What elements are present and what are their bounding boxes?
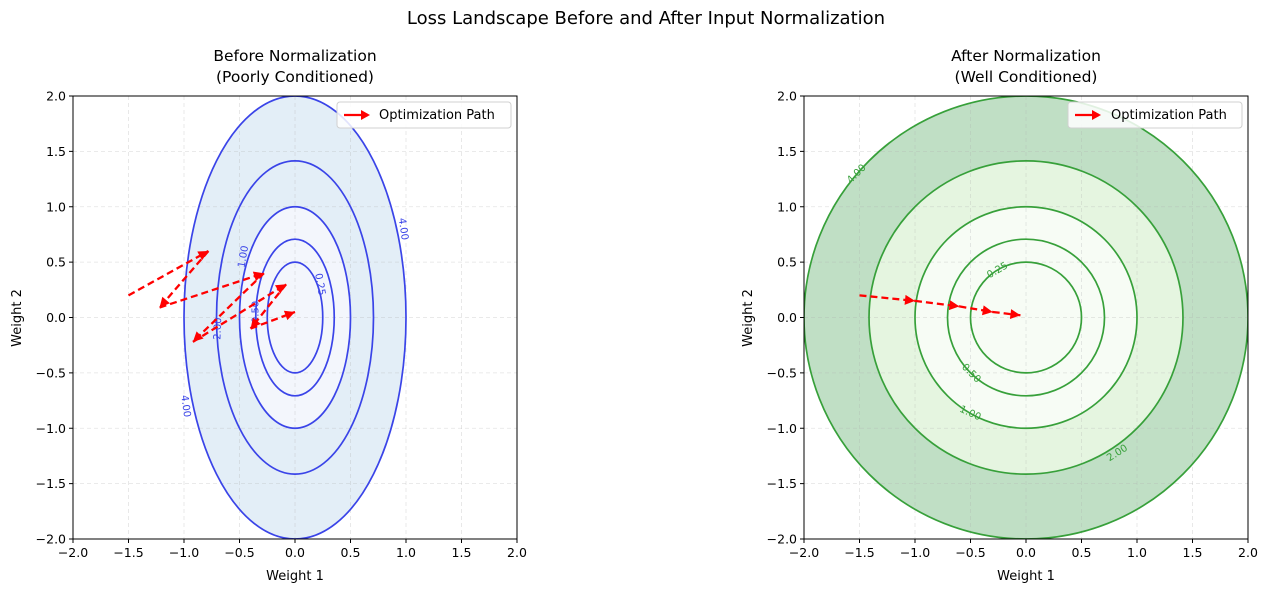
panel-before-legend: Optimization Path	[336, 101, 512, 129]
path-arrowhead	[252, 271, 264, 282]
plot-area: 0.250.501.002.004.00	[804, 96, 1248, 539]
x-tick-label: 1.0	[1127, 545, 1147, 560]
y-tick-label: 1.0	[46, 199, 66, 214]
contour-label-text: 4.00	[396, 217, 410, 241]
y-tick-label: 0.0	[777, 310, 797, 325]
contour-line	[946, 238, 1106, 397]
panel-after-title-line2: (Well Conditioned)	[955, 68, 1098, 86]
x-tick-label: −0.5	[224, 545, 254, 560]
contour-label-text: 2.00	[212, 317, 224, 340]
x-tick-label: −1.5	[113, 545, 143, 560]
x-tick-label: 1.0	[396, 545, 416, 560]
contour-line	[183, 96, 407, 539]
contour-label-text: 1.00	[236, 245, 251, 269]
panel-before: 0.25 0.50 1.00 2.00 4.00 4.00 Before Normaliz…	[10, 47, 527, 584]
panel-before-xlabel: Weight 1	[266, 569, 324, 584]
x-tick-label: 1.5	[1183, 545, 1203, 560]
x-tick-label: 2.0	[507, 545, 527, 560]
contour-label: 1.00	[236, 245, 251, 269]
contour-label: 0.50	[251, 301, 262, 323]
y-tick-label: 2.0	[46, 89, 66, 104]
x-tick-label: −1.0	[900, 545, 930, 560]
panel-after-ylabel: Weight 2	[741, 289, 756, 347]
contour-line	[868, 160, 1184, 475]
panel-after-legend: Optimization Path	[1067, 101, 1243, 129]
x-tick-label: 0.5	[1072, 545, 1092, 560]
y-tick-label: 2.0	[777, 89, 797, 104]
legend-arrow-marker	[1092, 110, 1101, 120]
path-arrowhead	[1009, 309, 1021, 320]
y-tick-label: −2.0	[767, 532, 797, 547]
panel-after-title-line1: After Normalization	[951, 47, 1101, 65]
x-tick-label: 2.0	[1238, 545, 1258, 560]
x-tick-label: −2.0	[58, 545, 88, 560]
y-tick-label: 1.0	[777, 199, 797, 214]
contour-label-text: 4.00	[178, 394, 192, 418]
x-tick-label: −1.0	[169, 545, 199, 560]
legend-label: Optimization Path	[1111, 108, 1227, 123]
y-tick-label: −0.5	[36, 365, 66, 380]
y-tick-label: −1.5	[36, 476, 66, 491]
figure-suptitle: Loss Landscape Before and After Input No…	[407, 8, 885, 29]
path-arrowhead	[904, 294, 915, 305]
panel-before-title-line1: Before Normalization	[213, 47, 376, 65]
path-arrowhead	[283, 310, 295, 321]
y-tick-label: 0.5	[777, 255, 797, 270]
y-tick-label: −2.0	[36, 532, 66, 547]
path-segment	[192, 283, 287, 343]
panel-after-xlabel: Weight 1	[997, 569, 1055, 584]
contour-line	[914, 205, 1138, 430]
path-arrowhead	[159, 296, 170, 308]
x-tick-label: 0.5	[341, 545, 361, 560]
legend-label: Optimization Path	[379, 108, 495, 123]
contour-label-text: 0.25	[312, 273, 327, 297]
x-tick-label: 1.5	[452, 545, 472, 560]
y-tick-label: −1.0	[36, 421, 66, 436]
panel-before-ylabel: Weight 2	[10, 289, 25, 347]
path-segment	[192, 272, 265, 343]
optimization-path	[859, 294, 1021, 320]
y-tick-label: 1.5	[46, 144, 66, 159]
y-tick-label: 1.5	[777, 144, 797, 159]
y-tick-label: −0.5	[767, 365, 797, 380]
contour-line	[266, 261, 324, 374]
x-tick-label: −2.0	[789, 545, 819, 560]
x-tick-label: −0.5	[955, 545, 985, 560]
contour-line	[215, 160, 375, 475]
contour-label: 0.25	[312, 273, 327, 297]
panel-before-title-line2: (Poorly Conditioned)	[216, 68, 374, 86]
y-tick-label: −1.5	[767, 476, 797, 491]
path-segment	[127, 250, 209, 297]
x-tick-label: 0.0	[285, 545, 305, 560]
legend-arrow-marker	[361, 110, 370, 120]
plot-area: 0.25 0.50 1.00 2.00 4.00 4.00	[73, 96, 517, 539]
x-tick-label: 0.0	[1016, 545, 1036, 560]
y-tick-label: 0.0	[46, 310, 66, 325]
contour-label-text: 0.50	[251, 301, 262, 323]
x-tick-label: −1.5	[844, 545, 874, 560]
contour-line	[238, 205, 352, 430]
path-arrowhead	[982, 305, 993, 316]
contour-label: 4.00	[178, 394, 192, 418]
contour-line	[254, 238, 336, 397]
path-segment	[158, 250, 210, 309]
y-tick-label: −1.0	[767, 421, 797, 436]
optimization-path	[127, 250, 296, 343]
y-tick-label: 0.5	[46, 255, 66, 270]
contour-label: 2.00	[212, 317, 224, 340]
contour-label: 4.00	[396, 217, 410, 241]
panel-after: 0.250.501.002.004.00 After Normalization…	[741, 47, 1258, 584]
path-arrowhead	[948, 300, 960, 311]
legend-box	[1067, 101, 1243, 129]
contour-line	[969, 261, 1083, 374]
path-segment	[159, 272, 265, 309]
path-arrowhead	[250, 317, 261, 329]
legend-box	[336, 101, 512, 129]
